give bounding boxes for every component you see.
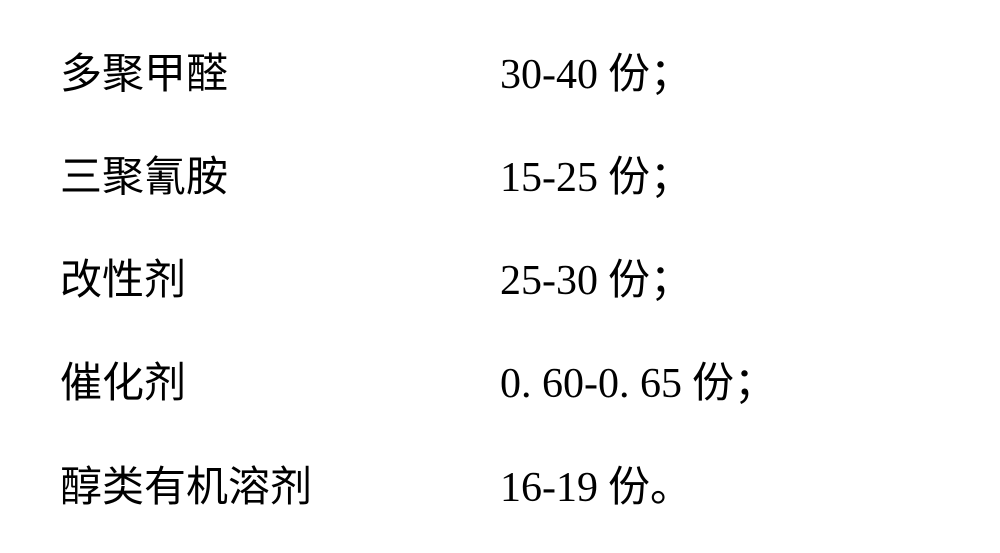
ingredient-amount: 15-25份； <box>500 143 940 204</box>
ingredient-amount: 16-19份。 <box>500 453 940 514</box>
amount-unit: 份 <box>692 361 734 407</box>
row-terminator: ； <box>650 52 692 98</box>
table-row: 醇类有机溶剂 16-19份。 <box>60 443 940 523</box>
ingredient-amount: 25-30份； <box>500 246 940 307</box>
ingredient-name: 多聚甲醛 <box>60 40 500 101</box>
amount-unit: 份 <box>608 52 650 98</box>
amount-unit: 份 <box>608 258 650 304</box>
row-terminator: ； <box>734 361 776 407</box>
amount-unit: 份 <box>608 465 650 511</box>
ingredient-name: 醇类有机溶剂 <box>60 453 500 514</box>
row-terminator: ； <box>650 258 692 304</box>
ingredient-name: 改性剂 <box>60 246 500 307</box>
amount-range: 15-25 <box>500 155 598 201</box>
ingredient-name: 三聚氰胺 <box>60 143 500 204</box>
table-row: 改性剂 25-30份； <box>60 237 940 317</box>
table-row: 催化剂 0. 60-0. 65份； <box>60 340 940 420</box>
amount-unit: 份 <box>608 155 650 201</box>
amount-range: 30-40 <box>500 52 598 98</box>
table-row: 三聚氰胺 15-25份； <box>60 133 940 213</box>
ingredient-name: 催化剂 <box>60 349 500 410</box>
row-terminator: ； <box>650 155 692 201</box>
row-terminator: 。 <box>650 465 692 511</box>
amount-range: 16-19 <box>500 465 598 511</box>
amount-range: 0. 60-0. 65 <box>500 361 682 407</box>
amount-range: 25-30 <box>500 258 598 304</box>
ingredients-table: 多聚甲醛 30-40份； 三聚氰胺 15-25份； 改性剂 25-30份； 催化… <box>60 30 940 523</box>
table-row: 多聚甲醛 30-40份； <box>60 30 940 110</box>
ingredient-amount: 0. 60-0. 65份； <box>500 349 940 410</box>
ingredient-amount: 30-40份； <box>500 40 940 101</box>
